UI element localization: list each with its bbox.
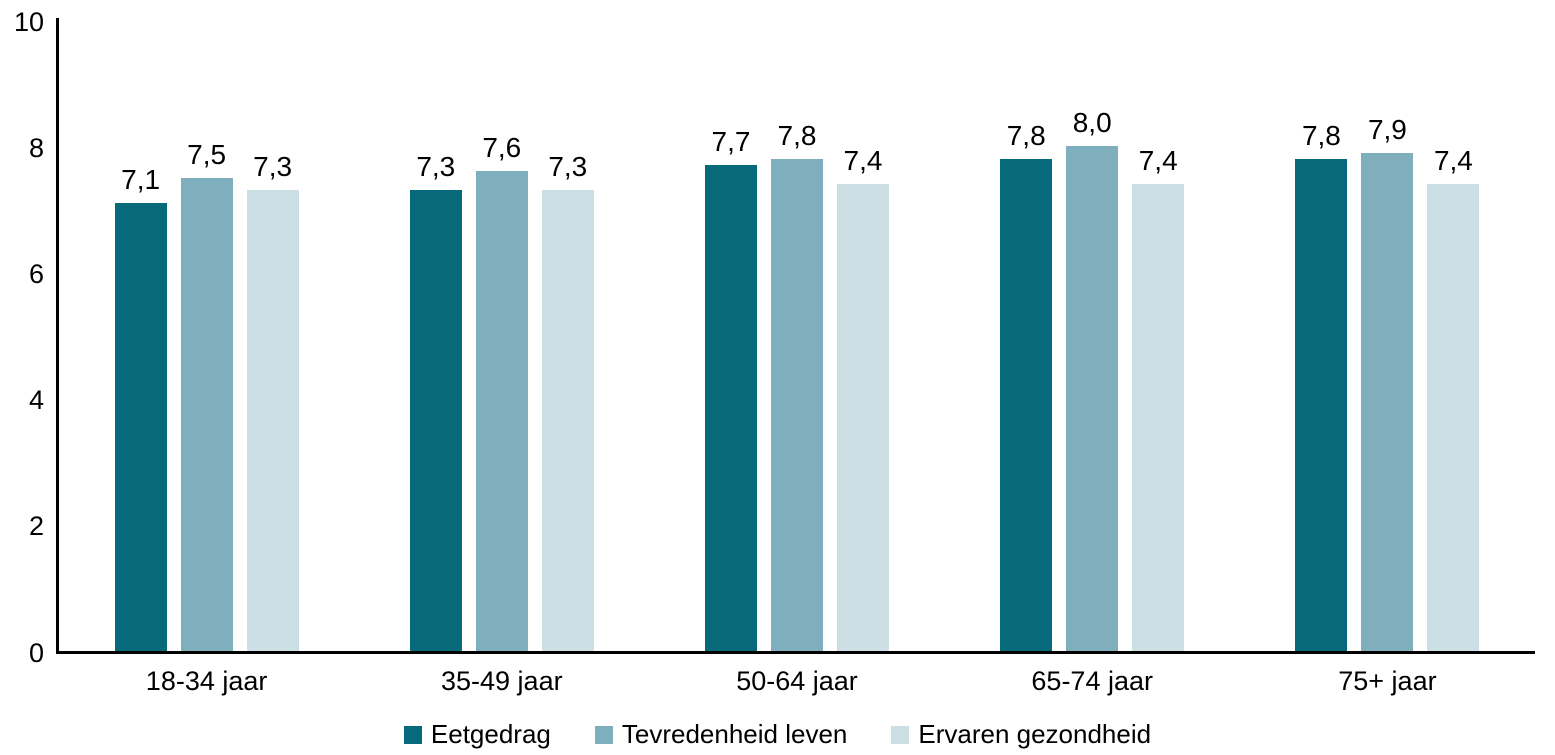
bar-value-label: 7,6 [482, 132, 522, 163]
bar: 7,4 [837, 145, 889, 651]
bar-value-label: 7,3 [253, 151, 293, 182]
y-tick-label: 2 [28, 511, 44, 542]
x-axis-line [56, 651, 1535, 654]
legend-item: Eetgedrag [403, 719, 551, 750]
y-tick-label: 4 [28, 385, 44, 416]
legend-swatch-icon [403, 725, 422, 744]
bar: 7,6 [475, 132, 528, 651]
legend-swatch-icon [594, 725, 613, 744]
bar: 7,8 [1000, 120, 1053, 651]
legend-label: Tevredenheid leven [621, 719, 848, 749]
bar-value-label: 7,4 [1433, 145, 1473, 176]
bar: 7,1 [114, 164, 167, 651]
legend-item: Ervaren gezondheid [891, 719, 1151, 750]
bar: 7,3 [246, 151, 299, 651]
bar-value-label: 7,8 [1301, 120, 1341, 151]
bar: 7,7 [705, 126, 757, 651]
x-axis-category-labels: 18-34 jaar 35-49 jaar 50-64 jaar 65-74 jaar… [59, 666, 1535, 697]
bar-value-label: 7,4 [1138, 145, 1178, 176]
x-category-label: 65-74 jaar [1031, 666, 1153, 696]
x-category-label: 50-64 jaar [736, 666, 858, 696]
legend-item: Tevredenheid leven [594, 719, 848, 750]
bar: 7,9 [1361, 114, 1414, 651]
legend-label: Eetgedrag [430, 719, 551, 749]
bar: 7,4 [1427, 145, 1480, 651]
x-category-label: 35-49 jaar [441, 666, 563, 696]
bar: 7,8 [771, 120, 823, 651]
bar-value-label: 7,5 [187, 139, 227, 170]
bar-group: 7,8 7,9 7,4 [1240, 20, 1535, 651]
x-category-label: 18-34 jaar [145, 666, 268, 696]
y-tick-label: 8 [28, 132, 44, 163]
bar-value-label: 8,0 [1072, 107, 1112, 138]
bar-value-label: 7,8 [777, 120, 817, 151]
y-tick-label: 6 [28, 258, 44, 289]
bar-value-label: 7,1 [121, 164, 161, 195]
bar-value-label: 7,8 [1006, 120, 1046, 151]
plot-area: 7,1 7,5 7,3 7,3 7,6 7,3 7,7 7,8 7,4 7,8 8,0 7,4 7,8 7… [59, 20, 1535, 651]
bar-value-label: 7,4 [843, 145, 883, 176]
x-category-label: 75+ jaar [1338, 666, 1437, 696]
bar: 7,3 [409, 151, 462, 651]
bar-value-label: 7,3 [548, 151, 588, 182]
chart-legend: Eetgedrag Tevredenheid leven Ervaren gezon… [0, 719, 1555, 750]
bar: 7,8 [1295, 120, 1348, 651]
bar-value-label: 7,7 [711, 126, 751, 157]
bar-value-label: 7,3 [416, 151, 456, 182]
legend-label: Ervaren gezondheid [918, 719, 1152, 749]
bar: 7,3 [541, 151, 594, 651]
legend-swatch-icon [891, 725, 910, 744]
bar: 7,5 [180, 139, 233, 651]
bar-group: 7,1 7,5 7,3 [59, 20, 354, 651]
y-tick-label: 0 [28, 637, 44, 668]
y-tick-label: 10 [13, 6, 44, 37]
bar: 7,4 [1132, 145, 1185, 651]
bar-group: 7,3 7,6 7,3 [354, 20, 649, 651]
y-axis-line [56, 18, 59, 654]
bar-group: 7,8 8,0 7,4 [945, 20, 1240, 651]
bar-value-label: 7,9 [1367, 114, 1407, 145]
bar-group: 7,7 7,8 7,4 [649, 20, 944, 651]
bar: 8,0 [1066, 107, 1119, 651]
